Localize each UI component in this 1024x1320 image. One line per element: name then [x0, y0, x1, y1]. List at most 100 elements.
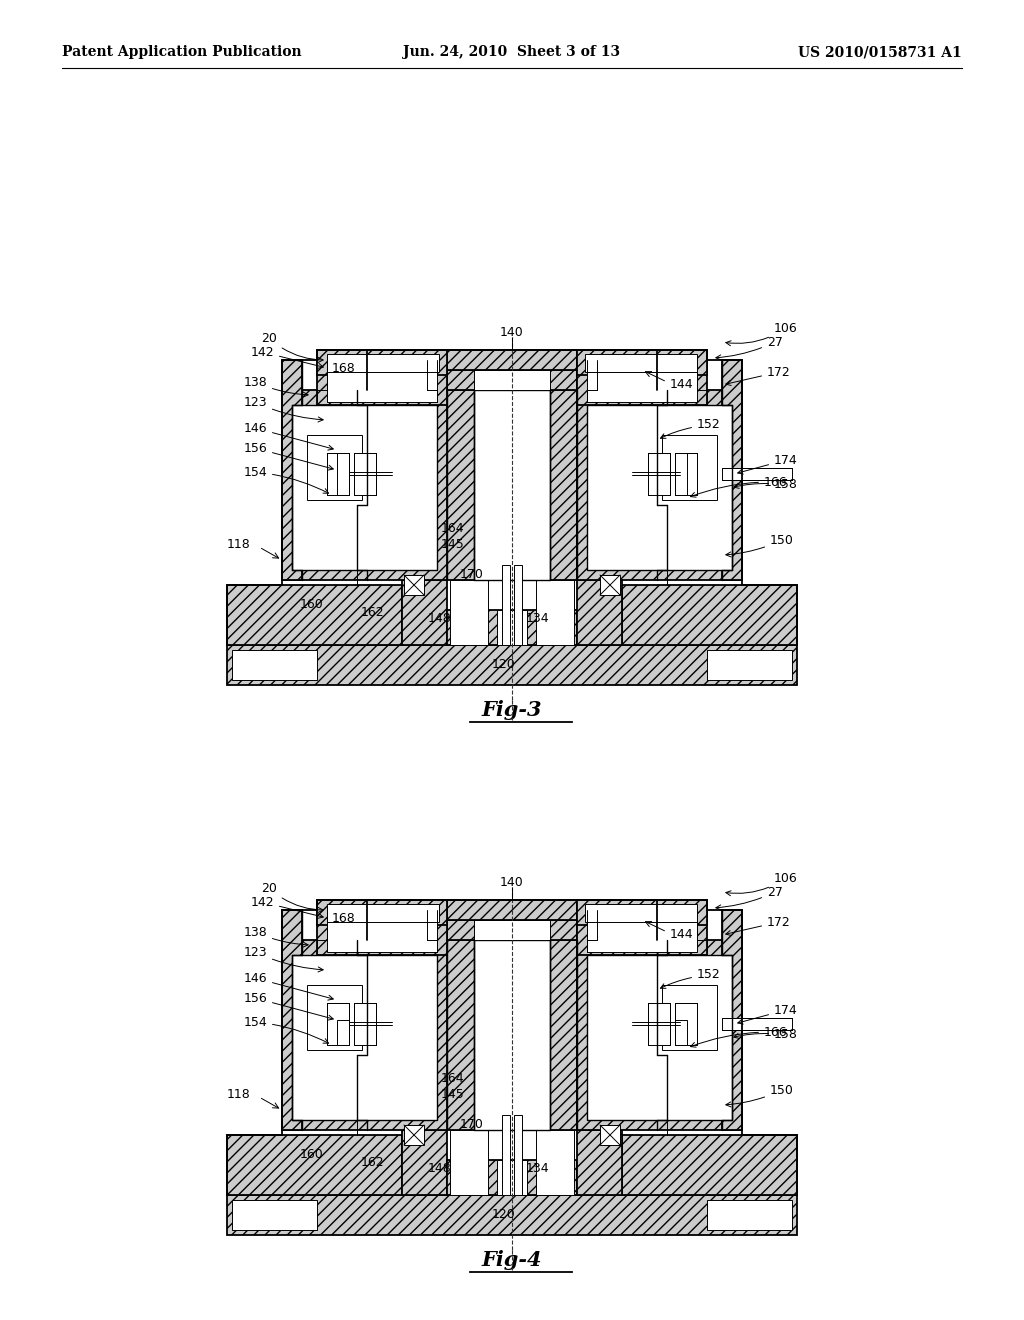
Polygon shape — [577, 909, 707, 954]
Text: 20: 20 — [261, 331, 324, 363]
Bar — [675, 1020, 687, 1045]
Text: 172: 172 — [726, 366, 791, 385]
Bar — [327, 913, 437, 952]
Text: 170: 170 — [460, 569, 484, 582]
Bar — [707, 1200, 792, 1230]
Bar — [722, 1018, 792, 1030]
Text: 154: 154 — [244, 1015, 329, 1043]
Bar — [337, 1020, 349, 1045]
Polygon shape — [367, 350, 657, 389]
Bar — [474, 370, 550, 389]
Text: 160: 160 — [300, 598, 324, 611]
Bar — [707, 649, 792, 680]
Polygon shape — [577, 579, 622, 645]
Polygon shape — [227, 1195, 797, 1236]
Text: 170: 170 — [460, 1118, 484, 1131]
Text: 138: 138 — [244, 925, 308, 948]
Polygon shape — [282, 389, 447, 579]
Polygon shape — [367, 900, 657, 940]
Bar — [337, 453, 349, 495]
Text: 145: 145 — [440, 1089, 464, 1101]
Polygon shape — [447, 1160, 577, 1195]
Text: 148: 148 — [428, 611, 452, 624]
Text: 156: 156 — [244, 991, 333, 1020]
Polygon shape — [402, 579, 447, 645]
Bar — [585, 354, 697, 372]
Bar — [474, 940, 550, 1130]
Bar — [474, 920, 550, 940]
Bar — [502, 565, 510, 645]
Polygon shape — [577, 900, 657, 940]
Text: 123: 123 — [244, 945, 324, 972]
Bar — [327, 364, 437, 403]
Text: 158: 158 — [734, 479, 798, 491]
Bar — [600, 576, 620, 595]
Text: 118: 118 — [226, 539, 250, 552]
Bar — [514, 1115, 522, 1195]
Polygon shape — [447, 610, 577, 645]
Text: 166: 166 — [690, 1026, 787, 1047]
Text: 148: 148 — [428, 1162, 452, 1175]
Polygon shape — [402, 1130, 447, 1195]
Text: 174: 174 — [737, 454, 798, 474]
Text: 27: 27 — [716, 886, 783, 909]
Bar — [404, 576, 424, 595]
Polygon shape — [367, 900, 447, 940]
Polygon shape — [282, 360, 302, 579]
Bar — [474, 389, 550, 579]
Bar — [502, 1115, 510, 1195]
Bar — [327, 1003, 349, 1045]
Text: 106: 106 — [726, 322, 798, 346]
Text: 152: 152 — [660, 969, 721, 989]
Bar — [292, 405, 437, 570]
Polygon shape — [227, 645, 797, 685]
Polygon shape — [722, 360, 742, 579]
Bar — [675, 453, 687, 495]
Text: 144: 144 — [670, 379, 693, 392]
Text: 144: 144 — [670, 928, 693, 941]
Text: 118: 118 — [226, 1089, 250, 1101]
Text: 158: 158 — [734, 1028, 798, 1041]
Bar — [675, 453, 697, 495]
Text: 106: 106 — [726, 871, 798, 896]
Polygon shape — [282, 909, 302, 1130]
Polygon shape — [577, 350, 657, 389]
Text: 160: 160 — [300, 1148, 324, 1162]
Text: 150: 150 — [726, 533, 794, 557]
Polygon shape — [657, 979, 722, 1055]
Bar — [327, 453, 349, 495]
Text: Fig-3: Fig-3 — [481, 700, 543, 719]
Text: 138: 138 — [244, 375, 308, 397]
Text: 152: 152 — [660, 418, 721, 438]
Bar — [536, 579, 574, 645]
Bar — [354, 453, 376, 495]
Text: 134: 134 — [525, 1162, 549, 1175]
Text: 172: 172 — [726, 916, 791, 936]
Polygon shape — [447, 389, 577, 579]
Text: 140: 140 — [500, 875, 524, 888]
Bar — [648, 1003, 670, 1045]
Text: 168: 168 — [332, 362, 356, 375]
Bar — [232, 649, 317, 680]
Bar — [327, 354, 439, 372]
Polygon shape — [317, 350, 447, 375]
Polygon shape — [447, 370, 577, 389]
Text: 134: 134 — [525, 611, 549, 624]
Bar — [587, 364, 697, 403]
Polygon shape — [577, 940, 742, 1130]
Text: 164: 164 — [440, 1072, 464, 1085]
Text: 120: 120 — [493, 659, 516, 672]
Text: 142: 142 — [251, 346, 324, 368]
Bar — [587, 405, 732, 570]
Polygon shape — [577, 389, 742, 579]
Text: Patent Application Publication: Patent Application Publication — [62, 45, 302, 59]
Polygon shape — [302, 979, 367, 1055]
Bar — [722, 469, 792, 480]
Polygon shape — [577, 360, 707, 405]
Text: 120: 120 — [493, 1209, 516, 1221]
Bar — [600, 1125, 620, 1144]
Bar — [327, 904, 439, 921]
Text: 145: 145 — [440, 539, 464, 552]
Polygon shape — [447, 940, 577, 1130]
Bar — [232, 1200, 317, 1230]
